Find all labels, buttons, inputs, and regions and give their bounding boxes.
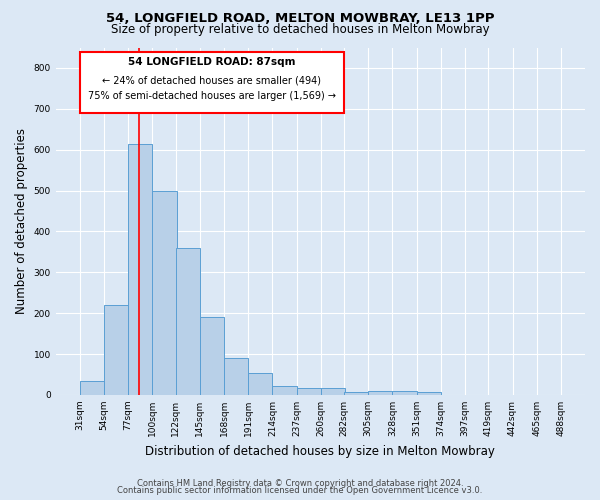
Bar (296, 388, 321, 395)
Bar (321, 388, 345, 395)
Bar (104, 305, 128, 395)
Text: 54 LONGFIELD ROAD: 87sqm: 54 LONGFIELD ROAD: 87sqm (128, 58, 296, 68)
Bar (272, 386, 296, 395)
X-axis label: Distribution of detached houses by size in Melton Mowbray: Distribution of detached houses by size … (145, 444, 495, 458)
Bar (416, 392, 441, 395)
Bar (368, 391, 392, 395)
Text: 75% of semi-detached houses are larger (1,569) →: 75% of semi-detached houses are larger (… (88, 91, 336, 101)
Bar (200, 318, 224, 395)
Bar (248, 374, 272, 395)
Y-axis label: Number of detached properties: Number of detached properties (15, 128, 28, 314)
Text: Size of property relative to detached houses in Melton Mowbray: Size of property relative to detached ho… (110, 24, 490, 36)
Bar (344, 392, 368, 395)
Bar (80, 382, 104, 395)
Bar (224, 358, 248, 395)
Bar (128, 144, 152, 395)
FancyBboxPatch shape (80, 52, 344, 113)
Text: 54, LONGFIELD ROAD, MELTON MOWBRAY, LE13 1PP: 54, LONGFIELD ROAD, MELTON MOWBRAY, LE13… (106, 12, 494, 26)
Bar (176, 248, 200, 395)
Bar (392, 392, 416, 395)
Text: Contains public sector information licensed under the Open Government Licence v3: Contains public sector information licen… (118, 486, 482, 495)
Text: Contains HM Land Registry data © Crown copyright and database right 2024.: Contains HM Land Registry data © Crown c… (137, 478, 463, 488)
Text: ← 24% of detached houses are smaller (494): ← 24% of detached houses are smaller (49… (103, 76, 322, 86)
Bar (152, 190, 176, 395)
